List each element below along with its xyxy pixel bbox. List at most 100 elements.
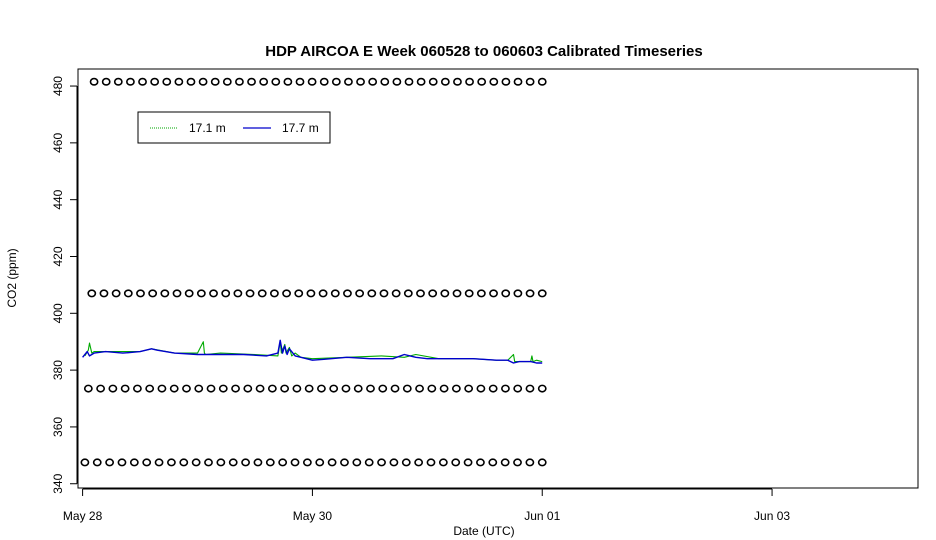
- marker-row-3-point-15: [265, 458, 275, 467]
- marker-row-1-point-31: [464, 289, 474, 298]
- marker-row-3-point-9: [191, 458, 201, 467]
- marker-row-1-point-32: [476, 289, 486, 298]
- marker-row-1-point-19: [318, 289, 328, 298]
- y-axis: 340 360 380 400 420 440 460 480: [51, 76, 78, 494]
- marker-row-2-point-18: [304, 384, 314, 393]
- x-axis: May 28 May 30 Jun 01 Jun 03: [63, 488, 790, 523]
- marker-row-1-point-2: [111, 289, 121, 298]
- marker-row-3-point-14: [253, 458, 263, 467]
- x-axis-label: Date (UTC): [453, 524, 514, 538]
- marker-row-1-point-15: [270, 289, 279, 298]
- marker-row-2-point-25: [390, 384, 400, 393]
- marker-row-0-point-0: [89, 77, 99, 86]
- marker-row-1-point-36: [525, 289, 535, 298]
- marker-row-0-point-2: [113, 77, 123, 86]
- marker-row-1-point-25: [391, 289, 401, 298]
- marker-row-1-point-33: [489, 289, 498, 298]
- marker-row-1-point-14: [257, 289, 267, 298]
- marker-row-1-point-22: [355, 289, 365, 298]
- marker-row-3-point-12: [228, 458, 238, 467]
- marker-row-2-point-1: [96, 384, 106, 393]
- marker-row-2-point-27: [415, 384, 424, 393]
- marker-row-0-point-20: [331, 77, 341, 86]
- y-tick-label-6: 460: [51, 133, 65, 153]
- marker-row-3-point-32: [476, 458, 485, 467]
- marker-row-3-point-24: [377, 458, 386, 467]
- marker-row-2-point-10: [206, 384, 216, 393]
- marker-row-1-point-34: [501, 289, 511, 298]
- marker-row-3-point-6: [154, 458, 164, 467]
- marker-row-0-point-27: [416, 77, 426, 86]
- marker-row-3-point-33: [488, 458, 498, 467]
- marker-row-0-point-5: [150, 77, 160, 86]
- marker-row-3-point-23: [364, 458, 374, 467]
- marker-row-0-point-22: [356, 77, 365, 86]
- marker-row-0-point-12: [235, 77, 244, 86]
- marker-row-0-point-9: [198, 77, 208, 86]
- marker-row-3-point-29: [438, 458, 448, 467]
- marker-row-2-point-3: [120, 384, 130, 393]
- marker-row-0-point-24: [380, 77, 390, 86]
- marker-row-0-point-28: [428, 77, 438, 86]
- marker-row-1-point-11: [221, 289, 231, 298]
- marker-row-1-point-28: [428, 289, 438, 298]
- marker-row-0-point-35: [513, 77, 523, 86]
- marker-row-2-point-6: [157, 384, 167, 393]
- marker-row-2-point-30: [451, 384, 461, 393]
- y-tick-label-5: 440: [51, 189, 65, 209]
- marker-row-0-point-3: [126, 77, 135, 86]
- marker-row-3-point-25: [389, 458, 399, 467]
- marker-row-0-point-29: [440, 77, 450, 86]
- marker-row-1-point-18: [306, 289, 316, 298]
- marker-row-0-point-4: [138, 77, 147, 86]
- marker-row-3-point-10: [204, 458, 213, 467]
- marker-row-2-point-17: [292, 384, 302, 393]
- marker-row-3-point-18: [302, 458, 312, 467]
- marker-row-0-point-14: [259, 77, 269, 86]
- y-tick-label-4: 420: [51, 246, 65, 266]
- marker-row-2-point-11: [218, 384, 228, 393]
- marker-row-1-point-20: [330, 289, 340, 298]
- marker-row-3-point-22: [352, 458, 362, 467]
- marker-row-2-point-26: [402, 384, 412, 393]
- marker-row-2-point-20: [329, 384, 339, 393]
- legend-label-17-1m: 17.1 m: [189, 121, 226, 135]
- series-lines: [82, 339, 543, 364]
- marker-row-1-point-21: [343, 289, 352, 298]
- marker-row-1-point-26: [403, 289, 413, 298]
- legend-label-17-7m: 17.7 m: [282, 121, 319, 135]
- marker-row-1-point-4: [136, 289, 145, 298]
- marker-row-3-point-31: [463, 458, 473, 467]
- marker-row-2-point-31: [464, 384, 474, 393]
- marker-row-2-point-14: [255, 384, 265, 393]
- marker-row-2-point-22: [353, 384, 363, 393]
- x-tick-label-1: May 30: [293, 509, 333, 523]
- marker-row-1-point-9: [196, 289, 206, 298]
- marker-row-3-point-1: [92, 458, 102, 467]
- marker-row-3-point-36: [525, 458, 535, 467]
- marker-row-2-point-23: [366, 384, 375, 393]
- marker-row-3-point-0: [80, 458, 90, 467]
- marker-row-0-point-31: [465, 77, 474, 86]
- marker-row-2-point-36: [525, 384, 535, 393]
- y-tick-label-1: 360: [51, 417, 65, 437]
- marker-row-1-point-13: [245, 289, 255, 298]
- marker-row-1-point-7: [172, 289, 182, 298]
- marker-row-2-point-5: [145, 384, 155, 393]
- marker-row-0-point-7: [174, 77, 184, 86]
- marker-row-3-point-28: [426, 458, 436, 467]
- marker-row-2-point-16: [280, 384, 290, 393]
- marker-row-1-point-37: [537, 289, 547, 298]
- marker-row-3-point-5: [142, 458, 152, 467]
- y-tick-label-2: 380: [51, 360, 65, 380]
- marker-row-2-point-13: [243, 384, 253, 393]
- marker-row-3-point-20: [327, 458, 337, 467]
- marker-row-0-point-15: [271, 77, 281, 86]
- marker-row-3-point-37: [537, 458, 547, 467]
- y-axis-label: CO2 (ppm): [5, 248, 19, 307]
- marker-row-3-point-7: [167, 458, 176, 467]
- marker-row-1-point-6: [160, 289, 170, 298]
- marker-row-3-point-3: [117, 458, 127, 467]
- marker-row-0-point-26: [404, 77, 414, 86]
- marker-row-1-point-5: [148, 289, 158, 298]
